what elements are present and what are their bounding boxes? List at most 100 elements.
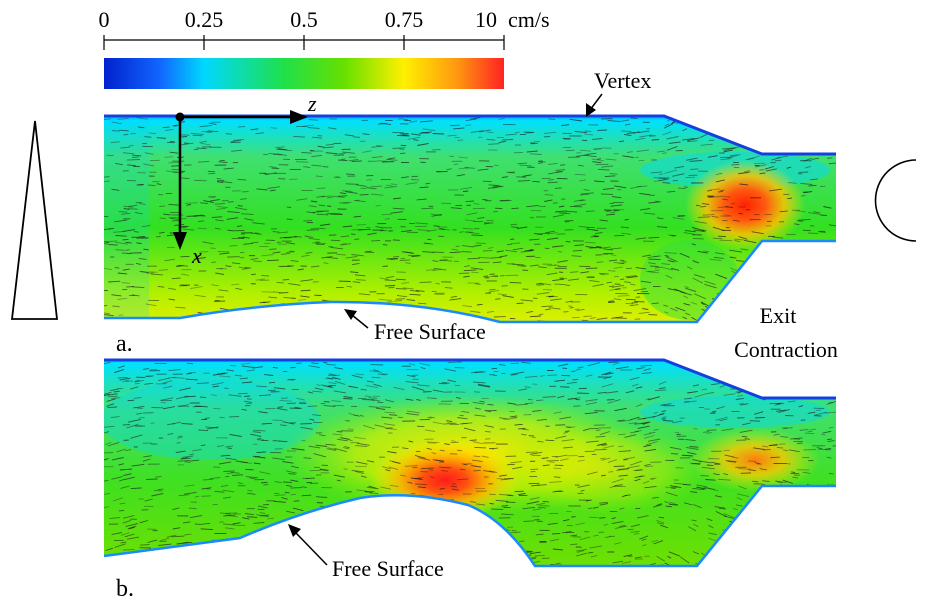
velocity-vector [473,203,480,205]
velocity-vector [492,275,499,278]
velocity-vector [693,523,699,528]
velocity-vector [344,134,354,137]
velocity-vector [634,300,645,303]
velocity-vector [270,127,277,129]
velocity-vector [275,146,285,149]
side-view-triangle-shape [10,120,59,320]
velocity-vector [338,159,348,162]
velocity-vector [240,362,251,365]
velocity-vector [715,172,723,176]
velocity-vector [120,146,131,149]
velocity-vector [325,443,336,446]
velocity-vector [416,399,421,401]
velocity-vector [552,214,565,218]
velocity-vector [207,195,216,198]
velocity-vector [319,468,329,471]
velocity-vector [288,283,301,286]
velocity-vector [529,497,540,500]
velocity-vector [801,514,810,517]
velocity-vector [665,256,678,263]
velocity-vector [620,119,630,122]
velocity-vector [549,295,555,298]
velocity-vector [117,365,125,369]
velocity-vector [715,495,722,498]
velocity-vector [465,124,472,126]
velocity-vector [681,454,694,457]
velocity-vector [722,147,735,150]
velocity-vector [696,486,706,490]
velocity-vector [286,218,293,221]
velocity-vector [343,396,353,399]
velocity-vector [291,448,305,451]
velocity-vector [592,506,599,509]
velocity-vector [771,137,778,140]
velocity-vector [831,275,836,280]
velocity-vector [278,563,288,565]
velocity-vector [664,255,670,257]
velocity-vector [117,117,129,120]
velocity-vector [514,423,523,426]
velocity-vector [240,198,247,200]
velocity-vector [577,484,590,488]
velocity-vector [104,118,111,121]
velocity-vector [549,481,562,483]
velocity-vector [213,300,226,303]
velocity-vector [748,546,755,551]
velocity-vector [162,126,170,129]
velocity-vector [809,313,817,318]
velocity-vector [258,411,268,414]
velocity-vector [308,205,317,208]
velocity-vector [776,409,786,412]
velocity-vector [819,297,827,303]
velocity-vector [262,301,269,304]
velocity-vector [297,268,304,271]
velocity-vector [104,391,112,397]
velocity-vector [807,411,816,414]
velocity-vector [483,222,491,225]
velocity-vector [253,462,261,465]
velocity-vector [511,207,519,210]
velocity-vector [791,471,796,474]
velocity-vector [621,494,627,498]
velocity-vector [774,402,785,406]
velocity-vector [229,415,240,418]
velocity-vector [808,232,819,235]
velocity-vector [120,541,127,544]
velocity-vector [548,118,556,120]
velocity-vector [188,507,197,510]
velocity-vector [557,260,568,263]
velocity-vector [331,400,342,403]
velocity-vector [523,520,535,522]
velocity-vector [476,217,485,220]
velocity-vector [436,547,450,549]
velocity-vector [195,405,208,408]
velocity-vector [127,399,135,402]
velocity-vector [221,180,233,184]
velocity-vector [643,444,652,448]
velocity-vector [546,237,559,241]
velocity-vector [506,463,515,466]
velocity-vector [713,473,720,476]
velocity-vector [641,421,649,424]
velocity-vector [612,560,624,564]
velocity-vector [622,155,634,158]
velocity-vector [487,186,498,189]
velocity-vector [637,418,646,420]
velocity-vector [227,211,240,214]
velocity-vector [690,301,698,305]
velocity-vector [251,241,259,244]
velocity-vector [442,522,455,526]
velocity-vector [388,466,399,471]
velocity-vector [463,275,470,278]
velocity-vector [763,382,774,386]
velocity-vector [301,254,310,257]
velocity-vector [288,473,296,475]
velocity-vector [178,404,189,407]
velocity-vector [789,546,797,552]
velocity-vector [502,139,514,141]
velocity-vector [418,302,427,305]
velocity-vector [369,492,379,494]
velocity-vector [553,264,560,266]
velocity-vector [402,287,414,290]
velocity-vector [351,469,364,473]
